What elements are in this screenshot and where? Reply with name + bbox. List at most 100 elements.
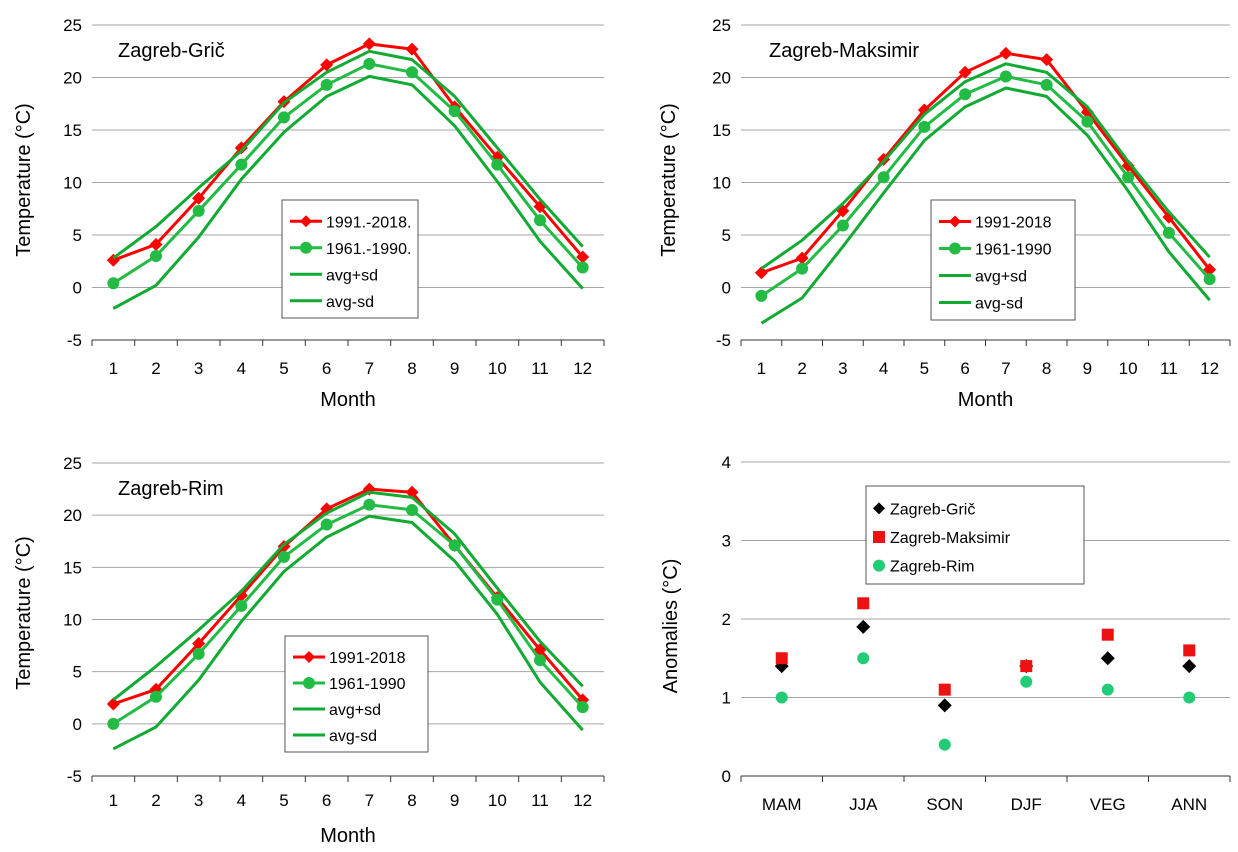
data-point-maksimir xyxy=(1020,660,1033,673)
legend-label: avg-sd xyxy=(329,728,377,745)
y-tick-label: 25 xyxy=(63,16,82,35)
series-line-band xyxy=(112,49,584,260)
legend-label: 1961-1990 xyxy=(329,676,406,693)
data-point-recent xyxy=(1121,159,1135,173)
legend-label: 1991-2018 xyxy=(975,215,1052,232)
series-line-baseline xyxy=(760,74,1211,298)
y-tick-label: 10 xyxy=(63,611,82,630)
x-tick-label: 7 xyxy=(365,791,374,810)
x-tick-label: 1 xyxy=(109,359,118,378)
data-point-baseline xyxy=(363,498,376,511)
data-point-baseline xyxy=(491,593,504,606)
panel-anomalies: 4 3 2 1 0 MAM JJA SON DJF VEG ANN Anomalies (°C) Zag… xyxy=(660,453,1231,814)
data-point-recent xyxy=(106,697,120,711)
x-tick-label: 11 xyxy=(531,791,549,810)
y-tick-label: 0 xyxy=(73,279,82,298)
x-tick-label: 10 xyxy=(488,359,507,378)
series-line-band xyxy=(112,74,584,310)
legend-swatch-marker xyxy=(300,215,312,228)
data-point-baseline xyxy=(192,204,205,217)
series-line-recent xyxy=(112,487,584,706)
data-point-baseline xyxy=(534,214,546,227)
x-tick-label: 5 xyxy=(279,791,288,810)
y-tick-label: -5 xyxy=(716,331,731,350)
data-point-gric xyxy=(856,619,871,634)
data-point-baseline xyxy=(1040,78,1053,91)
legend-label: 1991-2018 xyxy=(329,650,406,667)
data-point-recent xyxy=(362,37,376,51)
legend-swatch-marker xyxy=(300,241,312,254)
data-point-maksimir xyxy=(775,652,788,665)
x-tick-label: 6 xyxy=(960,359,969,378)
data-point-baseline xyxy=(755,289,768,302)
data-point-recent xyxy=(1203,263,1217,277)
data-point-rim xyxy=(1101,683,1114,696)
x-tick-label: 3 xyxy=(838,359,847,378)
data-point-baseline xyxy=(959,88,972,101)
x-tick-label: 3 xyxy=(194,359,203,378)
legend-label: 1961.-1990. xyxy=(326,241,411,258)
y-tick-label: 3 xyxy=(722,532,731,551)
y-tick-label: 2 xyxy=(722,610,731,629)
data-point-baseline xyxy=(1162,226,1175,239)
data-point-baseline xyxy=(320,518,333,531)
y-tick-label: 10 xyxy=(712,174,731,193)
data-point-gric xyxy=(774,659,789,674)
legend-box xyxy=(865,485,1085,585)
x-tick-label: 9 xyxy=(450,791,459,810)
legend-swatch-marker xyxy=(949,215,961,228)
data-point-baseline xyxy=(576,701,589,714)
data-point-baseline xyxy=(576,261,589,274)
data-point-baseline xyxy=(877,171,890,184)
data-point-baseline xyxy=(107,717,120,730)
x-tick-label: 10 xyxy=(488,791,507,810)
data-point-recent xyxy=(362,482,376,496)
data-point-recent xyxy=(405,42,419,56)
y-tick-label: 15 xyxy=(63,121,82,140)
x-axis-title: Month xyxy=(958,389,1014,411)
legend-swatch-marker xyxy=(303,677,315,689)
x-tick-label: 9 xyxy=(1083,359,1092,378)
y-axis-title: Anomalies (°C) xyxy=(660,559,682,694)
data-point-baseline xyxy=(918,120,931,133)
data-point-baseline xyxy=(363,57,376,70)
legend-label: 1961-1990 xyxy=(975,242,1052,259)
data-point-baseline xyxy=(192,647,205,660)
data-point-recent xyxy=(576,250,590,264)
legend-label: avg+sd xyxy=(975,269,1027,286)
y-tick-label: 10 xyxy=(63,174,82,193)
data-point-baseline xyxy=(999,70,1012,83)
data-point-baseline xyxy=(406,66,418,79)
legend-swatch-marker xyxy=(873,531,885,543)
data-point-recent xyxy=(1040,53,1054,67)
x-tick-label: 8 xyxy=(407,359,416,378)
data-point-baseline xyxy=(1122,171,1135,184)
data-point-recent xyxy=(149,237,163,251)
series-line-band xyxy=(112,514,584,751)
data-point-baseline xyxy=(278,111,290,124)
x-tick-label: MAM xyxy=(762,795,802,814)
x-tick-label: 11 xyxy=(1160,359,1178,378)
x-tick-label: 7 xyxy=(1001,359,1010,378)
legend-label: Zagreb-Maksimir xyxy=(890,530,1011,547)
data-point-recent xyxy=(999,46,1013,60)
x-tick-label: 1 xyxy=(757,359,766,378)
y-tick-label: 25 xyxy=(63,454,82,473)
data-point-baseline xyxy=(406,503,418,516)
data-point-baseline xyxy=(1203,273,1216,286)
data-point-baseline xyxy=(1081,115,1094,128)
x-tick-label: 4 xyxy=(237,791,246,810)
y-tick-label: 25 xyxy=(712,16,731,35)
data-point-baseline xyxy=(491,158,504,171)
data-point-baseline xyxy=(235,599,248,612)
x-axis-title: Month xyxy=(320,389,376,411)
x-tick-label: ANN xyxy=(1171,795,1207,814)
y-tick-label: 0 xyxy=(73,715,82,734)
x-tick-label: 10 xyxy=(1119,359,1138,378)
data-point-recent xyxy=(958,65,972,79)
x-tick-label: 8 xyxy=(407,791,416,810)
y-tick-label: 20 xyxy=(63,506,82,525)
data-point-recent xyxy=(192,636,206,650)
